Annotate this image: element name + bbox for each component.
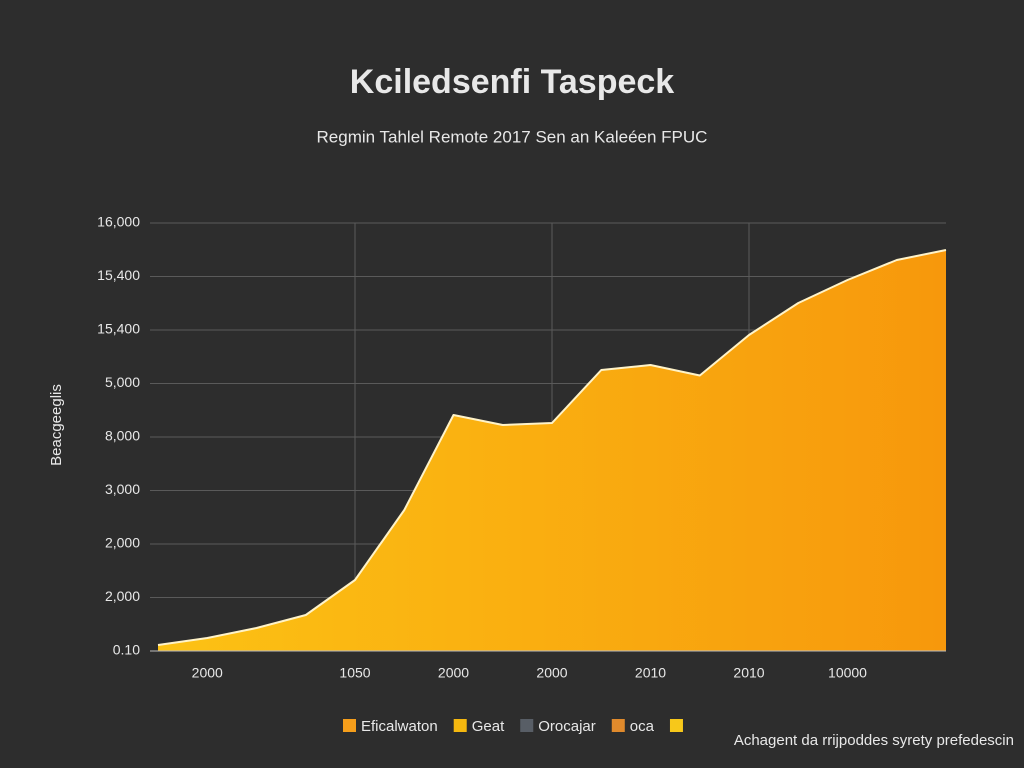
x-tick-label: 2000 — [536, 665, 567, 681]
legend-swatch — [520, 719, 534, 732]
x-tick-label: 2000 — [438, 665, 469, 681]
y-tick-label: 2,000 — [105, 535, 140, 551]
y-tick-label: 15,400 — [97, 321, 140, 337]
y-tick-label: 0.10 — [113, 642, 140, 658]
x-tick-label: 2000 — [192, 665, 223, 681]
y-axis-label: Beacgeeglis — [48, 384, 65, 466]
legend-label: Geat — [472, 718, 505, 735]
legend-swatch — [669, 719, 683, 732]
area — [158, 250, 946, 651]
footnote: Achagent da rrijpoddes syrety prefedesci… — [734, 732, 1014, 749]
y-tick-label: 8,000 — [105, 428, 140, 444]
legend-label: oca — [630, 718, 655, 735]
y-tick-label: 5,000 — [105, 374, 140, 390]
y-tick-label: 2,000 — [105, 588, 140, 604]
legend-label: Orocajar — [538, 718, 596, 735]
chart-title: Kciledsenfi Taspeck — [350, 63, 674, 101]
x-tick-label: 2010 — [635, 665, 666, 681]
x-tick-label: 2010 — [733, 665, 764, 681]
y-tick-label: 15,400 — [97, 267, 140, 283]
legend-swatch — [453, 719, 467, 732]
x-tick-label: 10000 — [828, 665, 867, 681]
y-tick-label: 16,000 — [97, 214, 140, 230]
legend-swatch — [611, 719, 625, 732]
legend-label: Eficalwaton — [361, 718, 438, 735]
area-line — [157, 249, 947, 646]
x-tick-label: 1050 — [339, 665, 370, 681]
y-tick-label: 3,000 — [105, 481, 140, 497]
legend-swatch — [343, 719, 356, 732]
chart-subtitle: Regmin Tahlel Remote 2017 Sen an Kaleéen… — [317, 127, 708, 146]
